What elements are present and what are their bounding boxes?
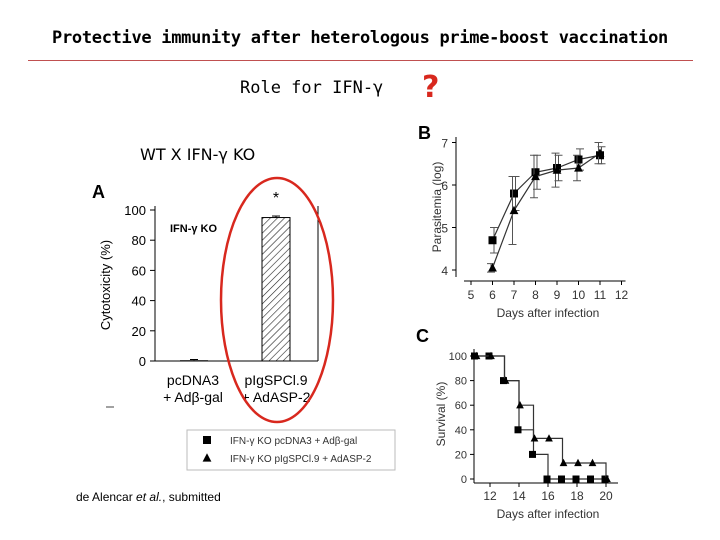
data-point-b (509, 205, 519, 215)
x-tick-label-a: pIgSPCl.9 (244, 372, 307, 388)
data-point-c (543, 475, 551, 483)
data-point-c (545, 434, 553, 442)
y-tick-label-c: 60 (455, 400, 467, 412)
y-tick-label-a: 60 (132, 263, 146, 278)
x-tick-label-b: 9 (554, 288, 561, 302)
x-tick-label-b: 8 (532, 288, 539, 302)
data-point-b (574, 155, 583, 164)
x-tick-label-c: 12 (483, 489, 497, 503)
y-tick-label-b: 7 (441, 137, 448, 151)
y-axis-label-b: Parasitemia (log) (430, 162, 444, 253)
panel-letter-a: A (92, 182, 105, 202)
data-point-c (516, 401, 524, 409)
x-tick-label-b: 11 (594, 288, 607, 302)
panel-a-chart: A 0 20 40 60 80 100 Cytotoxicity (%) IFN-γ KO pcD… (92, 176, 335, 424)
y-tick-label-b: 4 (441, 264, 448, 278)
chart-legend: IFN-γ KO pcDNA3 + Adβ-gal IFN-γ KO pIgSPC… (186, 429, 396, 471)
data-point-b (510, 189, 518, 198)
x-tick-label-c: 18 (570, 489, 584, 503)
x-tick-label-b: 10 (572, 288, 586, 302)
x-tick-label-c: 20 (599, 489, 613, 503)
data-point-b (574, 163, 583, 172)
x-tick-label-c: 14 (512, 489, 526, 503)
data-point-c (572, 475, 580, 483)
comparison-label: WT X IFN-γ KO (140, 145, 256, 164)
data-point-c (529, 450, 536, 458)
y-tick-label-a: 0 (139, 354, 146, 369)
x-tick-label-a: + Adβ-gal (163, 389, 223, 405)
data-point-b (488, 236, 497, 245)
data-point-c (603, 474, 611, 483)
citation: de Alencar et al., submitted (76, 490, 221, 504)
y-tick-label-c: 20 (455, 449, 467, 461)
y-axis-label-c: Survival (%) (434, 382, 448, 447)
y-tick-label-c: 0 (461, 474, 467, 486)
chart-title-a: IFN-γ KO (170, 223, 218, 235)
x-tick-label-b: 7 (511, 288, 518, 302)
y-tick-label-c: 80 (455, 376, 467, 388)
y-tick-label-b: 6 (441, 179, 448, 193)
x-tick-label-c: 16 (541, 489, 555, 503)
data-point-b (488, 263, 497, 272)
y-tick-label-c: 40 (455, 425, 467, 437)
slide-subtitle: Role for IFN-γ (240, 78, 384, 98)
citation-authors: de Alencar (76, 490, 137, 504)
bar-a (180, 360, 208, 362)
data-point-c (472, 351, 481, 360)
legend-marker (202, 453, 212, 462)
y-tick-label-a: 80 (132, 233, 146, 248)
panel-letter-c: C (416, 326, 429, 346)
y-tick-label-c: 100 (449, 351, 467, 363)
y-tick-label-a: 20 (132, 324, 146, 339)
data-point-b (531, 171, 540, 181)
highlight-circle (219, 176, 335, 424)
significance-mark-a: * (273, 190, 279, 207)
x-tick-label-a: pcDNA3 (167, 372, 219, 388)
series-line-b (491, 152, 601, 269)
data-point-b (595, 148, 605, 157)
y-axis-label-a: Cytotoxicity (%) (98, 240, 113, 330)
question-mark: ? (422, 70, 440, 105)
data-point-c (587, 475, 594, 483)
citation-etal: et al. (136, 490, 163, 504)
citation-status: , submitted (162, 490, 221, 504)
data-point-c (514, 426, 522, 434)
title-divider (28, 60, 693, 61)
legend-box (186, 429, 396, 471)
y-tick-label-a: 40 (132, 294, 146, 309)
data-point-c (558, 475, 565, 483)
data-point-c (588, 458, 597, 467)
x-axis-label-c: Days after infection (497, 507, 600, 521)
series-step-c (475, 355, 607, 479)
data-point-c (501, 376, 510, 384)
x-tick-label-b: 5 (468, 288, 475, 302)
x-axis-label-b: Days after infection (497, 306, 600, 320)
y-tick-label-b: 5 (441, 222, 448, 236)
panel-letter-b: B (418, 123, 431, 143)
data-point-b (552, 165, 562, 174)
data-point-c (487, 351, 495, 360)
legend-label: IFN-γ KO pcDNA3 + Adβ-gal (230, 436, 357, 447)
series-step-c (475, 355, 606, 480)
x-tick-label-b: 12 (615, 288, 629, 302)
data-point-c (530, 434, 539, 442)
bar-a (261, 217, 291, 362)
data-point-c (559, 458, 568, 467)
data-point-c (574, 458, 582, 467)
panel-c-chart: C 0 20 40 60 80 100 12 14 16 18 20 Days after infect… (416, 326, 618, 521)
x-tick-label-b: 6 (489, 288, 496, 302)
legend-label: IFN-γ KO pIgSPCl.9 + AdASP-2 (230, 454, 372, 465)
series-line-b (491, 154, 601, 241)
slide-title: Protective immunity after heterologous p… (52, 28, 668, 48)
x-tick-label-a: + AdASP-2 (242, 389, 311, 405)
y-tick-label-a: 100 (124, 203, 146, 218)
legend-marker (203, 436, 211, 444)
